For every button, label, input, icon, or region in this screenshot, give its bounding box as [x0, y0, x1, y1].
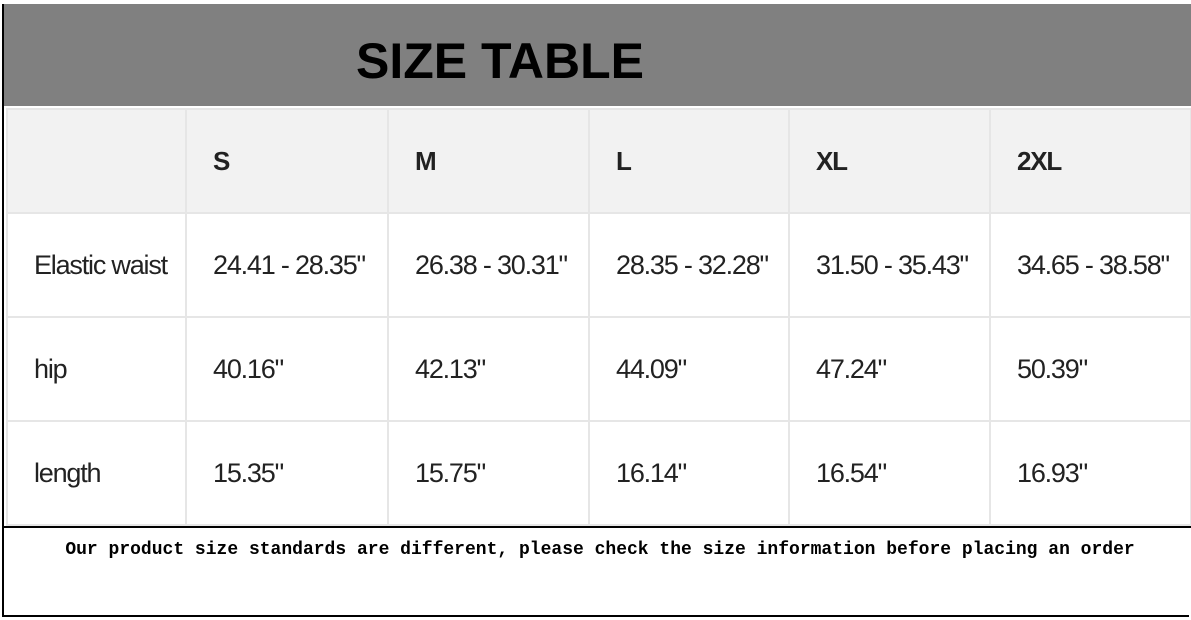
table-cell: 28.35 - 32.28" — [588, 212, 790, 318]
size-table: S M L XL 2XL Elastic waist 24.41 - 28.35… — [6, 108, 1191, 526]
table-cell: 50.39" — [989, 316, 1191, 422]
header-cell: 2XL — [989, 108, 1191, 214]
table-cell: 15.75" — [387, 420, 590, 526]
outer-frame — [2, 4, 1189, 617]
header-cell: M — [387, 108, 590, 214]
header-cell: XL — [788, 108, 991, 214]
header-cell: S — [185, 108, 389, 214]
size-note: Our product size standards are different… — [65, 540, 1135, 560]
table-cell: 42.13" — [387, 316, 590, 422]
header-row: S M L XL 2XL — [6, 108, 1191, 214]
title-banner: SIZE TABLE — [4, 4, 1191, 106]
table-cell: 16.54" — [788, 420, 991, 526]
header-cell: L — [588, 108, 790, 214]
page-title: SIZE TABLE — [356, 33, 644, 89]
table-cell: 31.50 - 35.43" — [788, 212, 991, 318]
row-label: hip — [6, 316, 187, 422]
table-cell: 47.24" — [788, 316, 991, 422]
table-cell: 16.14" — [588, 420, 790, 526]
table-row: length 15.35" 15.75" 16.14" 16.54" 16.93… — [6, 420, 1191, 526]
table-row: hip 40.16" 42.13" 44.09" 47.24" 50.39" — [6, 316, 1191, 422]
table-cell: 44.09" — [588, 316, 790, 422]
table-cell: 16.93" — [989, 420, 1191, 526]
table-cell: 40.16" — [185, 316, 389, 422]
table-cell: 24.41 - 28.35" — [185, 212, 389, 318]
divider — [4, 526, 1191, 528]
table-row: Elastic waist 24.41 - 28.35" 26.38 - 30.… — [6, 212, 1191, 318]
header-cell — [6, 108, 187, 214]
table-cell: 15.35" — [185, 420, 389, 526]
row-label: length — [6, 420, 187, 526]
table-cell: 34.65 - 38.58" — [989, 212, 1191, 318]
row-label: Elastic waist — [6, 212, 187, 318]
table-cell: 26.38 - 30.31" — [387, 212, 590, 318]
